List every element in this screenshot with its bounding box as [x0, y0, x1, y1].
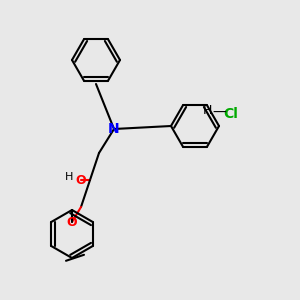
Text: N: N [108, 122, 120, 136]
Text: H: H [202, 104, 212, 118]
Text: H: H [65, 172, 73, 182]
Text: O: O [76, 173, 86, 187]
Text: O: O [67, 215, 77, 229]
Text: —: — [212, 106, 226, 119]
Text: Cl: Cl [224, 107, 238, 121]
